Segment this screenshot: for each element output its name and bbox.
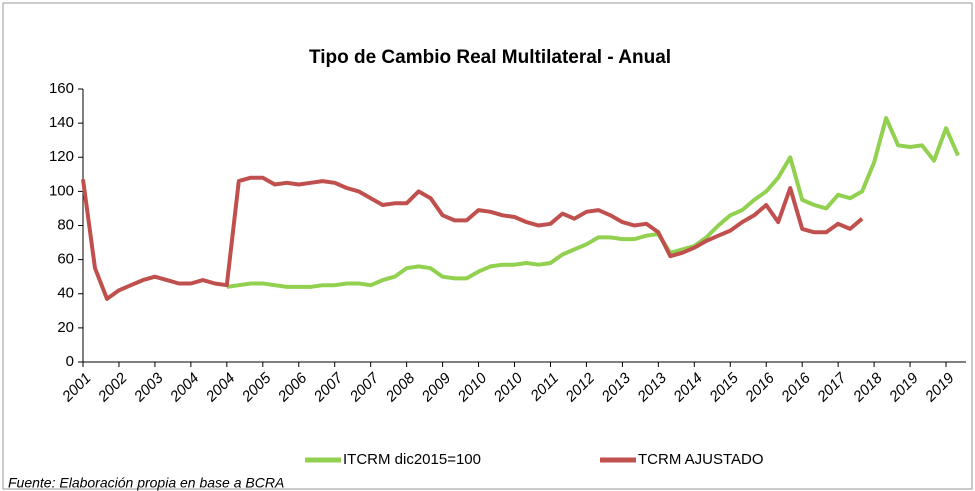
y-tick-label: 60 (57, 251, 74, 268)
x-tick-label: 2004 (166, 370, 202, 406)
x-tick-label: 2004 (202, 370, 238, 406)
legend-label: ITCRM dic2015=100 (343, 451, 481, 468)
x-tick-label: 2009 (418, 369, 455, 406)
x-tick-label: 2008 (382, 369, 419, 406)
chart-title: Tipo de Cambio Real Multilateral - Anual (309, 47, 671, 68)
x-tick-label: 2019 (921, 369, 958, 406)
y-tick-label: 0 (66, 353, 74, 370)
y-tick-label: 40 (57, 285, 74, 302)
series-line (81, 175, 864, 301)
x-tick-label: 2005 (238, 369, 275, 406)
y-tick-label: 160 (49, 80, 74, 97)
x-tick-label: 2003 (130, 369, 167, 406)
y-tick-label: 120 (49, 148, 74, 165)
x-tick-label: 2010 (454, 369, 491, 406)
y-tick-label: 140 (49, 114, 74, 131)
x-tick-label: 2007 (310, 369, 347, 406)
legend-label: TCRM AJUSTADO (638, 451, 764, 468)
x-tick-label: 2006 (274, 369, 311, 406)
x-tick-label: 2007 (346, 369, 383, 406)
x-tick-label: 2013 (634, 369, 671, 406)
x-tick-label: 2017 (813, 369, 850, 406)
y-tick-label: 20 (57, 319, 74, 336)
x-tick-label: 2019 (885, 369, 922, 406)
x-tick-label: 2016 (777, 369, 814, 406)
x-tick-label: 2014 (670, 370, 706, 406)
x-tick-label: 2012 (562, 369, 599, 406)
x-tick-label: 2001 (58, 370, 94, 406)
source: Fuente: Elaboración propia en base a BCR… (8, 475, 284, 491)
x-tick-label: 2011 (527, 370, 563, 406)
x-tick-label: 2002 (94, 369, 131, 406)
x-tick-label: 2016 (742, 369, 779, 406)
x-tick-label: 2013 (598, 369, 635, 406)
y-tick-label: 80 (57, 216, 74, 233)
y-tick-label: 100 (49, 182, 74, 199)
series-line (226, 116, 960, 289)
x-tick-label: 2010 (490, 369, 527, 406)
x-tick-label: 2018 (849, 369, 886, 406)
x-tick-label: 2015 (706, 369, 743, 406)
